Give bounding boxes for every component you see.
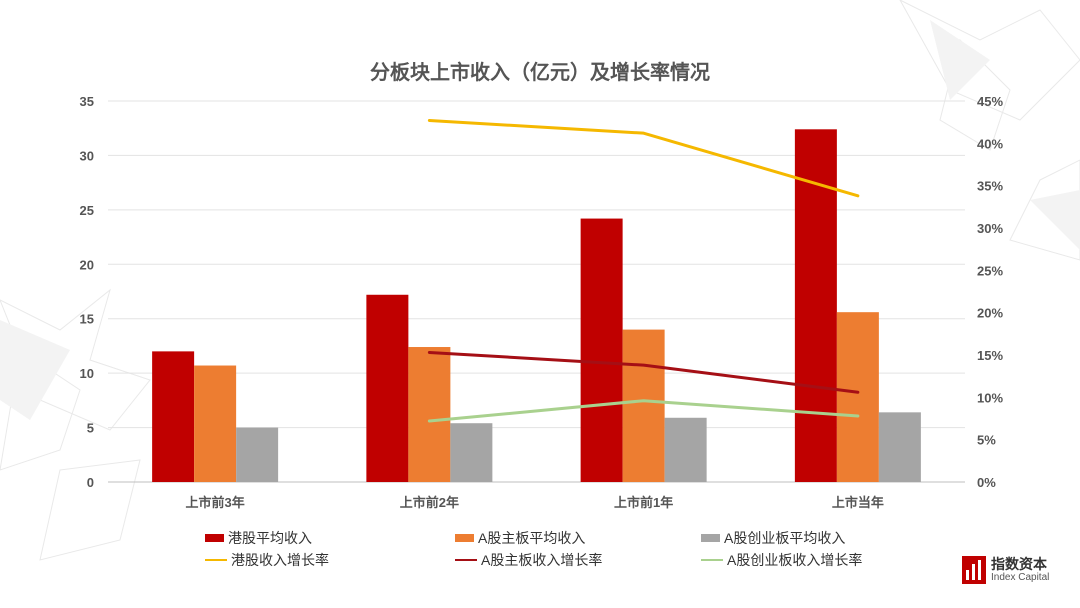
x-tick-label: 上市前3年 [186, 495, 245, 510]
y-tick-label-right: 40% [977, 136, 1003, 151]
legend-swatch-hk-revenue [205, 534, 224, 542]
logo-name-en: Index Capital [991, 572, 1050, 583]
y-tick-label-right: 25% [977, 263, 1003, 278]
legend-swatch-a-main-revenue [455, 534, 474, 542]
brand-logo: 指数资本 Index Capital [962, 556, 1049, 584]
y-tick-label-right: 20% [977, 306, 1003, 321]
y-tick-label-left: 20 [80, 257, 94, 272]
y-tick-label-left: 35 [80, 94, 94, 109]
bar [408, 347, 451, 482]
y-tick-label-left: 0 [87, 475, 94, 490]
y-tick-label-right: 30% [977, 221, 1003, 236]
bar [194, 365, 237, 482]
bar [236, 427, 279, 482]
logo-name-cn: 指数资本 [991, 556, 1047, 572]
bar [152, 351, 195, 482]
bar [580, 218, 623, 482]
legend-item-a-main-revenue: A股主板平均收入 [455, 528, 585, 548]
logo-mark-icon [962, 556, 986, 584]
legend-label-a-gem-revenue: A股创业板平均收入 [724, 530, 846, 546]
bar [836, 312, 879, 482]
y-tick-label-left: 25 [80, 203, 94, 218]
y-tick-label-right: 10% [977, 390, 1003, 405]
bar [878, 412, 921, 482]
y-tick-label-left: 30 [80, 148, 94, 163]
y-tick-label-right: 5% [977, 433, 996, 448]
x-tick-label: 上市前1年 [614, 495, 673, 510]
bar [664, 417, 707, 482]
series-line [427, 350, 860, 394]
y-tick-label-right: 0% [977, 475, 996, 490]
legend-label-hk-revenue: 港股平均收入 [228, 530, 312, 546]
x-tick-label: 上市当年 [832, 495, 884, 510]
y-tick-label-right: 35% [977, 179, 1003, 194]
series-line [427, 118, 860, 198]
y-tick-label-right: 45% [977, 94, 1003, 109]
legend-item-hk-revenue: 港股平均收入 [205, 528, 312, 548]
x-tick-label: 上市前2年 [400, 495, 459, 510]
legend-label-hk-growth: 港股收入增长率 [231, 552, 329, 568]
legend-item-a-gem-revenue: A股创业板平均收入 [701, 528, 845, 548]
chart-plot: 0 5 10 15 20 25 30 35 0% 5% 10% 15% 20% 25% 30% 35% 40% 4… [80, 94, 1004, 510]
legend-label-a-main-revenue: A股主板平均收入 [478, 530, 586, 546]
bar [622, 329, 665, 482]
legend-swatch-a-gem-growth [701, 559, 723, 561]
y-tick-label-left: 15 [80, 312, 94, 327]
y-tick-label-right: 15% [977, 348, 1003, 363]
legend-item-hk-growth: 港股收入增长率 [205, 550, 329, 570]
legend-item-a-main-growth: A股主板收入增长率 [455, 550, 602, 570]
legend-item-a-gem-growth: A股创业板收入增长率 [701, 550, 862, 570]
legend-label-a-main-growth: A股主板收入增长率 [481, 552, 603, 568]
legend-label-a-gem-growth: A股创业板收入增长率 [727, 552, 863, 568]
legend-swatch-hk-growth [205, 559, 227, 561]
series-line [427, 399, 860, 423]
legend-swatch-a-main-growth [455, 559, 477, 561]
legend-swatch-a-gem-revenue [701, 534, 720, 542]
bar [366, 294, 409, 482]
bar [450, 423, 493, 482]
y-tick-label-left: 5 [87, 421, 94, 436]
y-tick-label-left: 10 [80, 366, 94, 381]
chart-title: 分板块上市收入（亿元）及增长率情况 [370, 62, 710, 84]
